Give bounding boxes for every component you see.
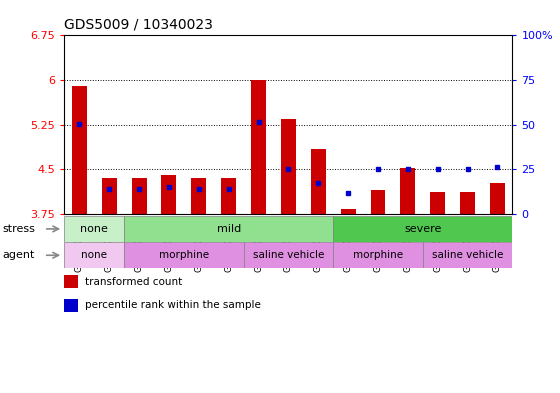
Bar — [64, 216, 124, 242]
Text: mild: mild — [217, 224, 241, 234]
Bar — [423, 242, 512, 268]
Text: severe: severe — [404, 224, 441, 234]
Bar — [64, 299, 78, 312]
Bar — [251, 80, 266, 214]
Text: saline vehicle: saline vehicle — [253, 250, 324, 260]
Bar — [430, 192, 445, 214]
Text: none: none — [80, 224, 108, 234]
Bar — [124, 242, 244, 268]
Text: percentile rank within the sample: percentile rank within the sample — [85, 300, 261, 310]
Text: transformed count: transformed count — [85, 277, 183, 287]
Bar — [192, 178, 206, 214]
Bar — [64, 242, 124, 268]
Bar — [333, 216, 512, 242]
Bar — [311, 149, 326, 214]
Bar — [490, 183, 505, 214]
Bar — [221, 178, 236, 214]
Bar — [72, 86, 87, 214]
Bar — [124, 216, 333, 242]
Text: morphine: morphine — [353, 250, 403, 260]
Bar — [400, 168, 416, 214]
Text: morphine: morphine — [159, 250, 209, 260]
Bar — [333, 242, 423, 268]
Bar — [132, 178, 147, 214]
Bar — [371, 190, 385, 214]
Bar — [64, 275, 78, 288]
Bar — [102, 178, 116, 214]
Text: none: none — [81, 250, 108, 260]
Bar — [244, 242, 333, 268]
Text: stress: stress — [3, 224, 36, 234]
Text: agent: agent — [3, 250, 35, 260]
Bar — [281, 119, 296, 214]
Bar — [340, 209, 356, 214]
Text: saline vehicle: saline vehicle — [432, 250, 503, 260]
Bar — [161, 175, 176, 214]
Bar — [460, 192, 475, 214]
Text: GDS5009 / 10340023: GDS5009 / 10340023 — [64, 17, 213, 31]
